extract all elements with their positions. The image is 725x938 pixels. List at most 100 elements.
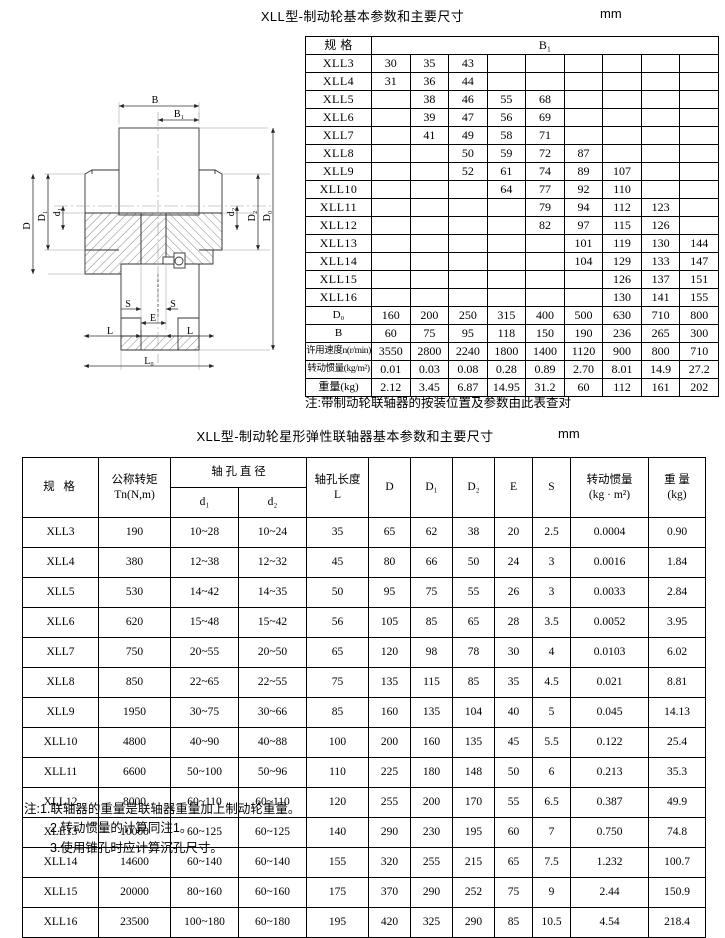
table2-cell-D2: 135 — [452, 727, 495, 758]
table1-spec-cell: XLL4 — [305, 72, 372, 91]
table1-cell — [486, 270, 527, 289]
table1-cell: 104 — [563, 252, 604, 271]
table2-cell-S: 4 — [532, 637, 571, 668]
table2-cell-S: 5 — [532, 697, 571, 728]
table2-cell-tn: 750 — [98, 637, 171, 668]
table-row: XLL15 20000 80~160 60~160 175 370 290 252 75 9 2.4… — [22, 877, 706, 908]
table1-row: XLL15 126 137 151 — [305, 270, 719, 289]
table2-cell-E: 50 — [494, 757, 533, 788]
table2-cell-L: 100 — [306, 727, 369, 758]
table1-summary-row: 许用速度n(r/min) 3550 2800 2240 1800 1400 1120 900 8… — [305, 342, 719, 361]
table1-cell: 144 — [679, 234, 719, 253]
table1-cell: 39 — [409, 108, 450, 127]
table2-cell-tn: 4800 — [98, 727, 171, 758]
table1-cell: 92 — [563, 180, 604, 199]
table1-cell — [371, 216, 411, 235]
table1-summary-cell: 300 — [679, 324, 719, 343]
table1-summary-label: 重量(kg) — [305, 378, 372, 397]
table1-row: XLL6 39 47 56 69 — [305, 108, 719, 127]
table1-cell: 110 — [602, 180, 642, 199]
table1-cell — [486, 288, 527, 307]
table2-cell-D2: 78 — [452, 637, 495, 668]
table1-summary-cell: 0.28 — [486, 360, 527, 379]
table1-cell: 112 — [602, 198, 642, 217]
table1-cell — [679, 198, 719, 217]
table1-cell — [486, 198, 527, 217]
table1-summary-cell: 400 — [525, 306, 565, 325]
table1-cell: 141 — [640, 288, 681, 307]
table2-cell-S: 3.5 — [532, 607, 571, 638]
table2-cell-D1: 290 — [410, 877, 453, 908]
table1-cell — [371, 198, 411, 217]
table2-cell-D1: 115 — [410, 667, 453, 698]
table2-cell-S: 7.5 — [532, 847, 571, 878]
table1-cell: 64 — [486, 180, 527, 199]
table1-summary-cell: 8.01 — [602, 360, 642, 379]
table1-summary-cell: 800 — [640, 342, 681, 361]
table1-cell: 126 — [640, 216, 681, 235]
table1-summary-cell: 265 — [640, 324, 681, 343]
table1-summary-cell: 95 — [448, 324, 488, 343]
table1-cell — [409, 216, 450, 235]
table2-cell-D: 160 — [368, 697, 411, 728]
table1-spec-cell: XLL6 — [305, 108, 372, 127]
table1-cell — [448, 270, 488, 289]
table2-cell-D: 225 — [368, 757, 411, 788]
table2-cell-D1: 75 — [410, 577, 453, 608]
dim-label-L0: L₀ — [144, 356, 154, 367]
table-row: XLL16 23500 100~180 60~180 195 420 325 290 85 10.… — [22, 907, 706, 938]
table2-cell-spec: XLL9 — [22, 697, 99, 728]
table2-cell-d2: 30~66 — [238, 697, 307, 728]
table1-summary-cell: 1800 — [486, 342, 527, 361]
table1-cell — [371, 90, 411, 109]
table2-cell-D1: 325 — [410, 907, 453, 938]
table1-spec-cell: XLL16 — [305, 288, 372, 307]
table2-cell-E: 45 — [494, 727, 533, 758]
table2-cell-D2: 65 — [452, 607, 495, 638]
table2-cell-L: 175 — [306, 877, 369, 908]
table1-summary-cell: 6.87 — [448, 378, 488, 397]
table2-cell-inertia: 0.122 — [570, 727, 649, 758]
table1-summary-cell: 202 — [679, 378, 719, 397]
th-bore-length: 轴孔长度 L — [306, 457, 369, 518]
table1-row: XLL14 104 129 133 147 — [305, 252, 719, 271]
table2-cell-d1: 100~180 — [170, 907, 239, 938]
table2-cell-E: 35 — [494, 667, 533, 698]
table2-note-1: 注:1.联轴器的重量是联轴器重量加上制动轮重量。 — [24, 802, 301, 816]
th-E: E — [494, 457, 533, 518]
table1-cell — [448, 180, 488, 199]
table2-cell-d2: 20~50 — [238, 637, 307, 668]
table2-cell-E: 40 — [494, 697, 533, 728]
table2-cell-D: 255 — [368, 787, 411, 818]
table2-cell-D1: 135 — [410, 697, 453, 728]
table1-summary-cell: 0.89 — [525, 360, 565, 379]
table1-summary-cell: 3550 — [371, 342, 411, 361]
table2-cell-spec: XLL6 — [22, 607, 99, 638]
table2-cell-L: 65 — [306, 637, 369, 668]
table1-row: XLL5 38 46 55 68 — [305, 90, 719, 109]
table2-cell-E: 28 — [494, 607, 533, 638]
table1-summary-cell: 150 — [525, 324, 565, 343]
dim-label-B1: B₁ — [174, 109, 184, 120]
table1-row: XLL16 130 141 155 — [305, 288, 719, 307]
table2-cell-L: 50 — [306, 577, 369, 608]
coupling-cross-section-drawing: B B₁ D D₁ d₁ d₂ D₂ D₀ S S E L L L₀ — [8, 78, 300, 378]
table1-summary-cell: 2.70 — [563, 360, 604, 379]
table2-cell-weight: 100.7 — [648, 847, 706, 878]
table1-cell — [448, 198, 488, 217]
table2-cell-d2: 14~35 — [238, 577, 307, 608]
table2-cell-inertia: 0.750 — [570, 817, 649, 848]
table2-cell-d1: 50~100 — [170, 757, 239, 788]
table2-notes: 注:1.联轴器的重量是联轴器重量加上制动轮重量。 2.转动惯量的计算同注1。 3… — [24, 800, 300, 858]
table1-spec-cell: XLL7 — [305, 126, 372, 145]
table1-row: XLL11 79 94 112 123 — [305, 198, 719, 217]
table1-spec-header: 规 格 — [305, 36, 372, 55]
table1-cell — [409, 234, 450, 253]
table1-cell — [448, 288, 488, 307]
table2-cell-d1: 60~110 — [170, 787, 239, 818]
table2-cell-S: 4.5 — [532, 667, 571, 698]
table1-cell: 59 — [486, 144, 527, 163]
table1-cell — [679, 54, 719, 73]
table2-cell-weight: 3.95 — [648, 607, 706, 638]
table1-cell — [563, 72, 604, 91]
